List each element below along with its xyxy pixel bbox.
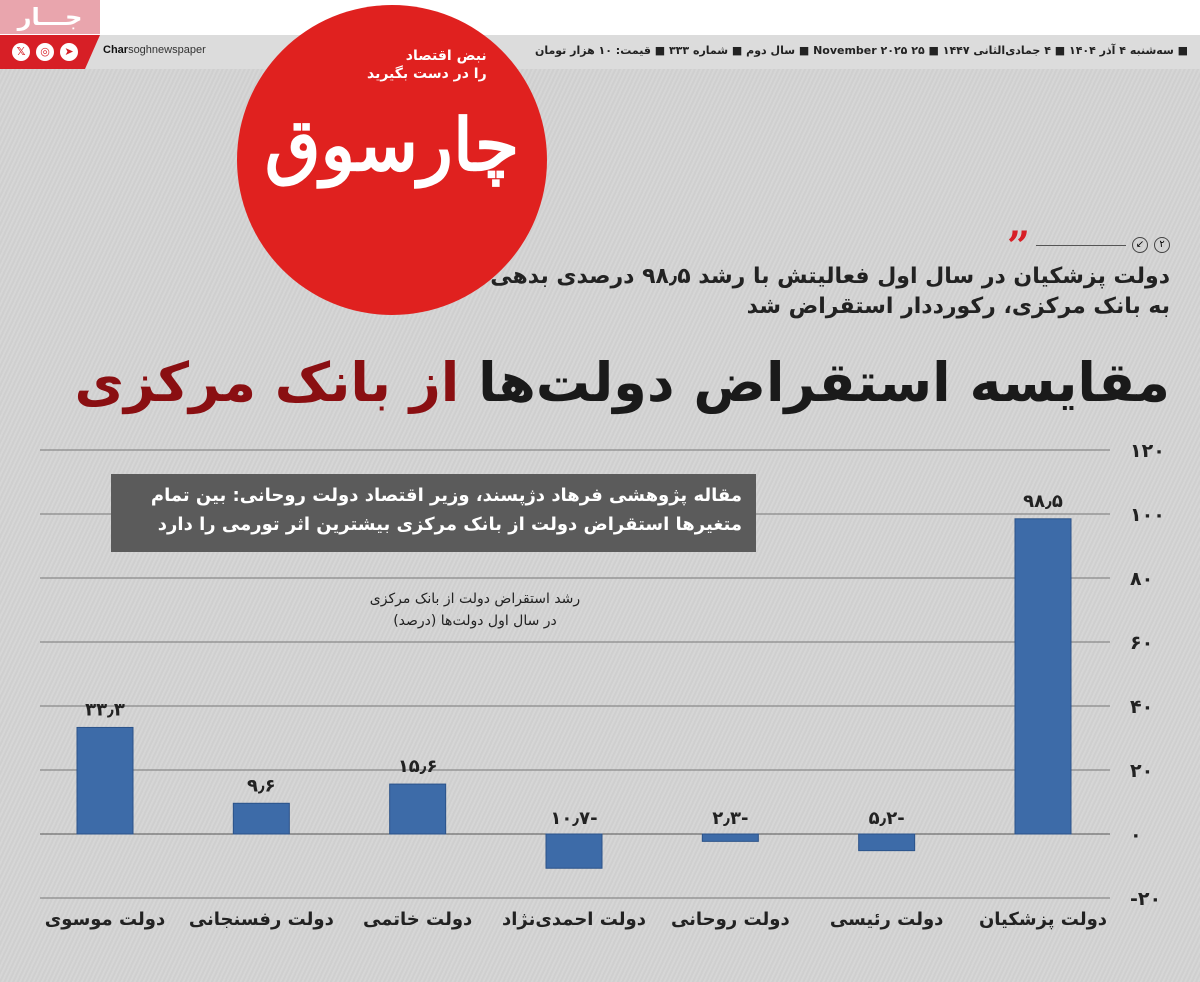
chart-title: رشد استقراض دولت از بانک مرکزی در سال اول… [330,588,620,632]
callout-box: مقاله پژوهشی فرهاد دژپسند، وزیر اقتصاد د… [111,474,756,552]
handle-bold: Char [103,44,129,56]
value-label: -۲٫۳ [712,808,748,829]
value-label: ۳۳٫۳ [85,699,125,720]
dateline: ■ سه‌شنبه ۴ آذر ۱۴۰۴ ■ ۴ جمادی‌الثانی ۱۴… [534,44,1188,57]
y-tick-label: ۱۰۰ [1130,504,1165,526]
brand-tag: جـــار [0,0,100,34]
y-tick-label: -۲۰ [1130,888,1161,910]
y-tick-label: ۲۰ [1130,760,1153,782]
handle-rest: soghnewspaper [128,44,206,56]
category-label: دولت رئیسی [830,909,944,930]
top-strip [0,0,1200,35]
quote-icon: ” [1006,223,1030,270]
value-label: ۱۵٫۶ [398,756,438,777]
quote-row: ” ↙ ۲ [1006,223,1170,270]
arrow-icon: ↙ [1132,237,1148,253]
social-handle: Charsoghnewspaper [103,44,206,56]
headline-dark: مقایسه استقراض دولت‌ها [478,351,1172,414]
category-label: دولت پزشکیان [979,909,1107,930]
category-label: دولت موسوی [45,909,165,930]
social-links: 𝕏 ◎ ➤ [0,35,100,69]
value-label: ۹٫۶ [247,775,276,796]
chart-title-line-2: در سال اول دولت‌ها (درصد) [393,613,557,629]
telegram-icon[interactable]: ➤ [60,43,78,61]
category-label: دولت رفسنجانی [189,909,334,930]
category-label: دولت احمدی‌نژاد [502,909,646,930]
bar [858,833,916,852]
headline-red: از بانک مرکزی [74,351,461,414]
slogan: نبض اقتصاد را در دست بگیرید [367,47,487,83]
category-label: دولت خاتمی [363,909,472,930]
header-bar [0,35,1200,69]
logo-name: چارسوق [264,102,520,187]
bar [232,802,290,835]
x-icon[interactable]: 𝕏 [12,43,30,61]
lead-text: دولت پزشکیان در سال اول فعالیتش با رشد ۹… [490,264,1170,319]
chart-title-line-1: رشد استقراض دولت از بانک مرکزی [369,591,581,607]
bar [1014,518,1072,835]
instagram-icon[interactable]: ◎ [36,43,54,61]
value-label: -۵٫۲ [869,808,905,829]
slogan-line-2: را در دست بگیرید [367,66,487,82]
y-tick-label: ۸۰ [1130,568,1153,590]
newspaper-logo: نبض اقتصاد را در دست بگیرید چارسوق [237,5,547,315]
headline: مقایسه استقراض دولت‌ها از بانک مرکزی [74,348,1172,418]
divider [1036,244,1126,246]
y-tick-label: ۴۰ [1130,696,1153,718]
y-tick-label: ۰ [1130,824,1142,846]
value-label: -۱۰٫۷ [550,808,597,829]
slogan-line-1: نبض اقتصاد [405,48,487,64]
page-ref: ۲ [1154,237,1170,253]
value-label: ۹۸٫۵ [1023,491,1063,512]
category-label: دولت روحانی [671,909,790,930]
bar [701,833,759,842]
bar [76,726,134,835]
y-tick-label: ۶۰ [1130,632,1153,654]
bar [545,833,603,869]
y-tick-label: ۱۲۰ [1130,440,1165,462]
bar [389,783,447,835]
